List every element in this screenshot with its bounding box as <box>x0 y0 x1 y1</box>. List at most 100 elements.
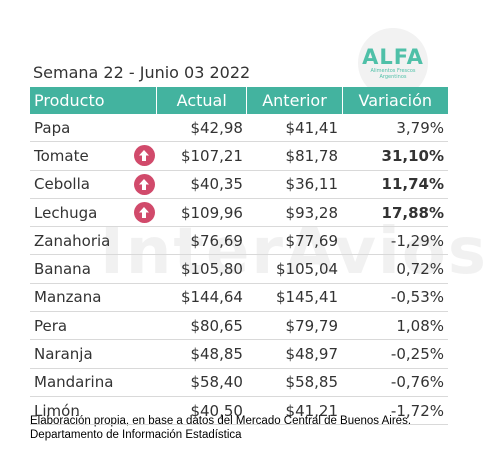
cell-variacion: 3,79% <box>342 114 448 143</box>
cell-producto: Papa <box>30 114 157 143</box>
cell-actual: $76,69 <box>156 226 247 256</box>
cell-actual-text: $42,98 <box>190 118 243 137</box>
table-row: Zanahoria $76,69 $77,69 -1,29% <box>30 226 448 256</box>
cell-anterior-text: $105,04 <box>276 260 339 279</box>
cell-actual-text: $40,35 <box>190 175 243 194</box>
cell-actual: $42,98 <box>156 114 247 143</box>
cell-actual-text: $40,50 <box>190 401 243 420</box>
cell-variacion-text: -0,53% <box>390 288 444 307</box>
cell-anterior: $77,69 <box>246 226 343 256</box>
cell-variacion: 0,72% <box>342 254 448 284</box>
table-row: Banana $105,80 $105,04 0,72% <box>30 254 448 284</box>
header-producto: Producto <box>30 87 157 114</box>
table-row: Naranja $48,85 $48,97 -0,25% <box>30 339 448 369</box>
cell-actual: $144,64 <box>156 283 247 313</box>
cell-anterior: $93,28 <box>246 198 343 228</box>
cell-producto: Tomate <box>30 141 157 171</box>
cell-anterior-text: $77,69 <box>285 231 339 250</box>
table-row: Manzana $144,64 $145,41 -0,53% <box>30 283 448 313</box>
cell-variacion: 11,74% <box>342 170 448 199</box>
cell-anterior: $41,21 <box>246 396 343 426</box>
table-body: Papa $42,98 $41,41 3,79% Tomate $107,21 $81,78… <box>30 114 448 426</box>
cell-producto: Cebolla <box>30 170 157 199</box>
cell-producto: Limón <box>30 396 157 426</box>
cell-producto: Mandarina <box>30 368 157 397</box>
arrow-up-circle-icon <box>133 201 155 223</box>
cell-actual: $48,85 <box>156 339 247 369</box>
cell-variacion: 31,10% <box>342 141 448 171</box>
header-actual: Actual <box>156 87 248 114</box>
cell-producto-text: Cebolla <box>34 175 90 194</box>
cell-anterior: $36,11 <box>246 170 343 199</box>
cell-producto: Naranja <box>30 339 157 369</box>
price-table: Producto Actual Anterior Variación Papa $… <box>30 87 448 426</box>
cell-actual-text: $48,85 <box>190 345 243 364</box>
table-row: Cebolla $40,35 $36,11 11,74% <box>30 170 448 199</box>
cell-producto: Manzana <box>30 283 157 313</box>
cell-variacion-text: 1,08% <box>396 316 444 335</box>
cell-variacion-text: -1,29% <box>390 231 444 250</box>
cell-actual-text: $76,69 <box>190 231 243 250</box>
cell-actual-text: $109,96 <box>180 203 243 222</box>
cell-anterior: $145,41 <box>246 283 343 313</box>
cell-producto-text: Lechuga <box>34 203 98 222</box>
footer-line-2: Departamento de Información Estadística <box>30 429 242 441</box>
cell-variacion-text: 3,79% <box>396 118 444 137</box>
cell-anterior: $81,78 <box>246 141 343 171</box>
cell-variacion: -0,53% <box>342 283 448 313</box>
cell-anterior: $48,97 <box>246 339 343 369</box>
cell-actual: $40,35 <box>156 170 247 199</box>
report-title: Semana 22 - Junio 03 2022 <box>33 63 251 82</box>
cell-producto-text: Papa <box>34 118 71 137</box>
table-row: Limón $40,50 $41,21 -1,72% <box>30 396 448 426</box>
cell-variacion-text: -1,72% <box>390 401 444 420</box>
table-row: Tomate $107,21 $81,78 31,10% <box>30 141 448 171</box>
cell-actual: $105,80 <box>156 254 247 284</box>
cell-variacion-text: -0,76% <box>390 373 444 392</box>
cell-actual-text: $105,80 <box>180 260 243 279</box>
table-row: Pera $80,65 $79,79 1,08% <box>30 311 448 341</box>
cell-anterior-text: $81,78 <box>285 146 339 165</box>
logo-word: ALFA <box>362 45 424 69</box>
cell-producto: Pera <box>30 311 157 341</box>
cell-producto-text: Pera <box>34 316 68 335</box>
cell-anterior-text: $145,41 <box>276 288 339 307</box>
cell-variacion: 1,08% <box>342 311 448 341</box>
cell-anterior: $79,79 <box>246 311 343 341</box>
cell-actual: $109,96 <box>156 198 247 228</box>
cell-producto-text: Banana <box>34 260 91 279</box>
header-variacion: Variación <box>342 87 448 114</box>
cell-producto: Banana <box>30 254 157 284</box>
cell-producto-text: Tomate <box>34 146 89 165</box>
cell-variacion-text: 0,72% <box>396 260 444 279</box>
cell-variacion-text: 11,74% <box>381 175 444 194</box>
cell-actual-text: $107,21 <box>180 146 243 165</box>
table-row: Lechuga $109,96 $93,28 17,88% <box>30 198 448 228</box>
cell-actual-text: $58,40 <box>190 373 243 392</box>
cell-variacion: -0,25% <box>342 339 448 369</box>
cell-variacion-text: -0,25% <box>390 345 444 364</box>
cell-anterior: $58,85 <box>246 368 343 397</box>
cell-anterior: $105,04 <box>246 254 343 284</box>
cell-actual: $80,65 <box>156 311 247 341</box>
table-row: Papa $42,98 $41,41 3,79% <box>30 114 448 143</box>
cell-variacion: -1,72% <box>342 396 448 426</box>
cell-producto-text: Manzana <box>34 288 102 307</box>
arrow-up-circle-icon <box>133 173 155 195</box>
cell-anterior-text: $48,97 <box>285 345 339 364</box>
cell-producto-text: Limón <box>34 401 80 420</box>
cell-producto: Zanahoria <box>30 226 157 256</box>
cell-actual: $40,50 <box>156 396 247 426</box>
cell-actual-text: $80,65 <box>190 316 243 335</box>
cell-anterior-text: $93,28 <box>285 203 339 222</box>
cell-anterior: $41,41 <box>246 114 343 143</box>
cell-producto-text: Naranja <box>34 345 93 364</box>
header-anterior: Anterior <box>246 87 343 114</box>
cell-variacion: -0,76% <box>342 368 448 397</box>
table-header-row: Producto Actual Anterior Variación <box>30 87 448 114</box>
cell-variacion-text: 17,88% <box>381 203 444 222</box>
cell-variacion: -1,29% <box>342 226 448 256</box>
cell-actual: $107,21 <box>156 141 247 171</box>
cell-anterior-text: $79,79 <box>285 316 339 335</box>
